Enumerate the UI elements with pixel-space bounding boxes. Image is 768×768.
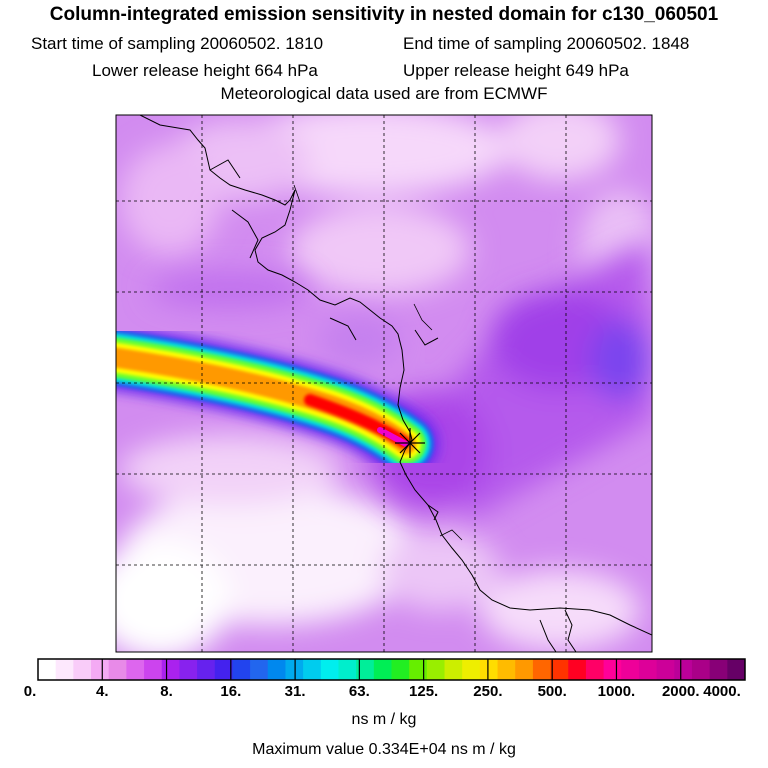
legend-tick-label-3: 16.: [220, 683, 242, 700]
legend-frame: [37, 658, 746, 681]
legend-swatch-35: [656, 659, 675, 680]
legend-tick-label-10: 2000.: [661, 683, 700, 700]
lat-lon-grid: [116, 115, 652, 652]
low-sensitivity-areas: [116, 115, 652, 652]
legend-swatch-7: [161, 659, 180, 680]
legend-swatch-32: [603, 659, 622, 680]
legend-swatch-6: [144, 659, 163, 680]
maximum-value-label: Maximum value 0.334E+04 ns m / kg: [252, 741, 516, 758]
legend-swatch-29: [550, 659, 569, 680]
legend-tick-label-11: 4000.: [703, 683, 741, 700]
legend-swatch-23: [444, 659, 463, 680]
legend-swatch-38: [709, 659, 728, 680]
map-title: Column-integrated emission sensitivity i…: [49, 4, 719, 25]
legend-swatch-3: [91, 659, 110, 680]
legend-swatch-20: [391, 659, 410, 680]
map-frame: [115, 114, 653, 653]
legend-swatch-31: [585, 659, 605, 680]
lower-release-height-label: Lower release height 664 hPa: [92, 61, 318, 80]
start-time-label: Start time of sampling 20060502. 1810: [31, 34, 324, 53]
legend-swatch-17: [338, 659, 357, 680]
legend-swatch-12: [250, 659, 269, 680]
legend-swatch-0: [38, 659, 57, 680]
plume-tip: [377, 427, 409, 447]
legend-tick-label-0: 0.: [23, 683, 37, 700]
legend-tick-label-1: 4.: [96, 683, 109, 700]
end-time-label: End time of sampling 20060502. 1848: [403, 34, 690, 53]
legend-units: ns m / kg: [351, 711, 417, 728]
legend-swatch-33: [621, 659, 640, 680]
coastline-detail: [209, 159, 577, 652]
legend-tick-label-8: 500.: [537, 683, 567, 700]
legend-swatch-5: [126, 659, 145, 680]
legend-tick-label-9: 1000.: [597, 683, 636, 700]
legend-tick-label-5: 63.: [348, 683, 370, 700]
border-lines: [293, 184, 463, 541]
meteorological-data-label: Meteorological data used are from ECMWF: [220, 84, 548, 103]
legend-swatch-1: [55, 659, 74, 680]
legend-swatch-2: [73, 659, 92, 680]
emission-plume: [116, 324, 439, 477]
legend-tick-label-6: 125.: [409, 683, 439, 700]
legend-swatch-22: [426, 659, 446, 680]
legend-swatch-15: [303, 659, 322, 680]
legend-swatch-39: [727, 659, 746, 680]
upper-release-height-label: Upper release height 649 hPa: [403, 61, 629, 80]
legend-swatch-11: [232, 659, 251, 680]
legend-swatch-36: [674, 659, 693, 680]
legend-swatch-26: [497, 659, 516, 680]
legend-tick-label-4: 31.: [284, 683, 306, 700]
release-point-marker: [395, 428, 425, 458]
legend-swatch-25: [479, 659, 499, 680]
legend-swatch-24: [462, 659, 481, 680]
legend-swatch-4: [108, 659, 127, 680]
legend-swatch-30: [568, 659, 587, 680]
legend-swatch-19: [373, 659, 392, 680]
legend-swatch-34: [638, 659, 658, 680]
map-field: [116, 115, 652, 652]
legend-tick-label-7: 250.: [473, 683, 503, 700]
legend-swatch-21: [409, 659, 428, 680]
legend-swatch-8: [179, 659, 198, 680]
legend-swatch-18: [356, 659, 375, 680]
legend-swatch-9: [197, 659, 216, 680]
legend-swatch-37: [691, 659, 711, 680]
legend-swatch-28: [532, 659, 552, 680]
coastline: [139, 115, 652, 636]
legend-tick-label-2: 8.: [160, 683, 173, 700]
legend-swatch-13: [267, 659, 286, 680]
legend-swatch-10: [214, 659, 233, 680]
legend-swatch-27: [515, 659, 534, 680]
legend-swatch-16: [320, 659, 339, 680]
